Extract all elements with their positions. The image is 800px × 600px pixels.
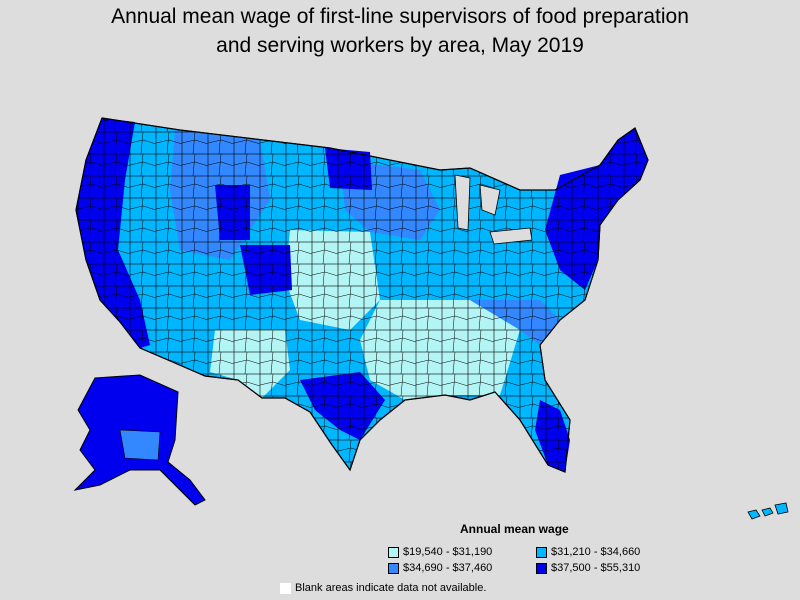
legend-swatch — [536, 562, 547, 574]
legend-label: $37,500 - $55,310 — [551, 562, 641, 574]
us-wage-map — [73, 117, 789, 520]
legend-item: $37,500 - $55,310 — [536, 562, 686, 574]
map-title-line-1: Annual mean wage of first-line superviso… — [111, 5, 689, 28]
legend-swatch — [536, 546, 547, 558]
data-note-text: Blank areas indicate data not available. — [295, 582, 487, 594]
legend-item: $19,540 - $31,190 — [388, 546, 536, 558]
blank-swatch — [280, 582, 291, 594]
legend-item: $34,690 - $37,460 — [388, 562, 536, 574]
legend-item: $31,210 - $34,660 — [536, 546, 686, 558]
area-boundaries — [75, 117, 649, 473]
legend-swatch — [388, 562, 399, 574]
legend-title: Annual mean wage — [460, 522, 569, 536]
map-title-line-2: and serving workers by area, May 2019 — [216, 34, 584, 57]
legend: $19,540 - $31,190 $31,210 - $34,660 $34,… — [388, 546, 686, 574]
legend-label: $34,690 - $37,460 — [403, 562, 493, 574]
hawaii — [747, 502, 789, 520]
legend-label: $19,540 - $31,190 — [403, 546, 493, 558]
data-note: Blank areas indicate data not available. — [280, 582, 486, 594]
great-lakes — [454, 174, 533, 245]
map-title: Annual mean wage of first-line superviso… — [0, 2, 800, 60]
legend-label: $31,210 - $34,660 — [551, 546, 641, 558]
legend-swatch — [388, 546, 399, 558]
alaska-region — [119, 429, 161, 461]
